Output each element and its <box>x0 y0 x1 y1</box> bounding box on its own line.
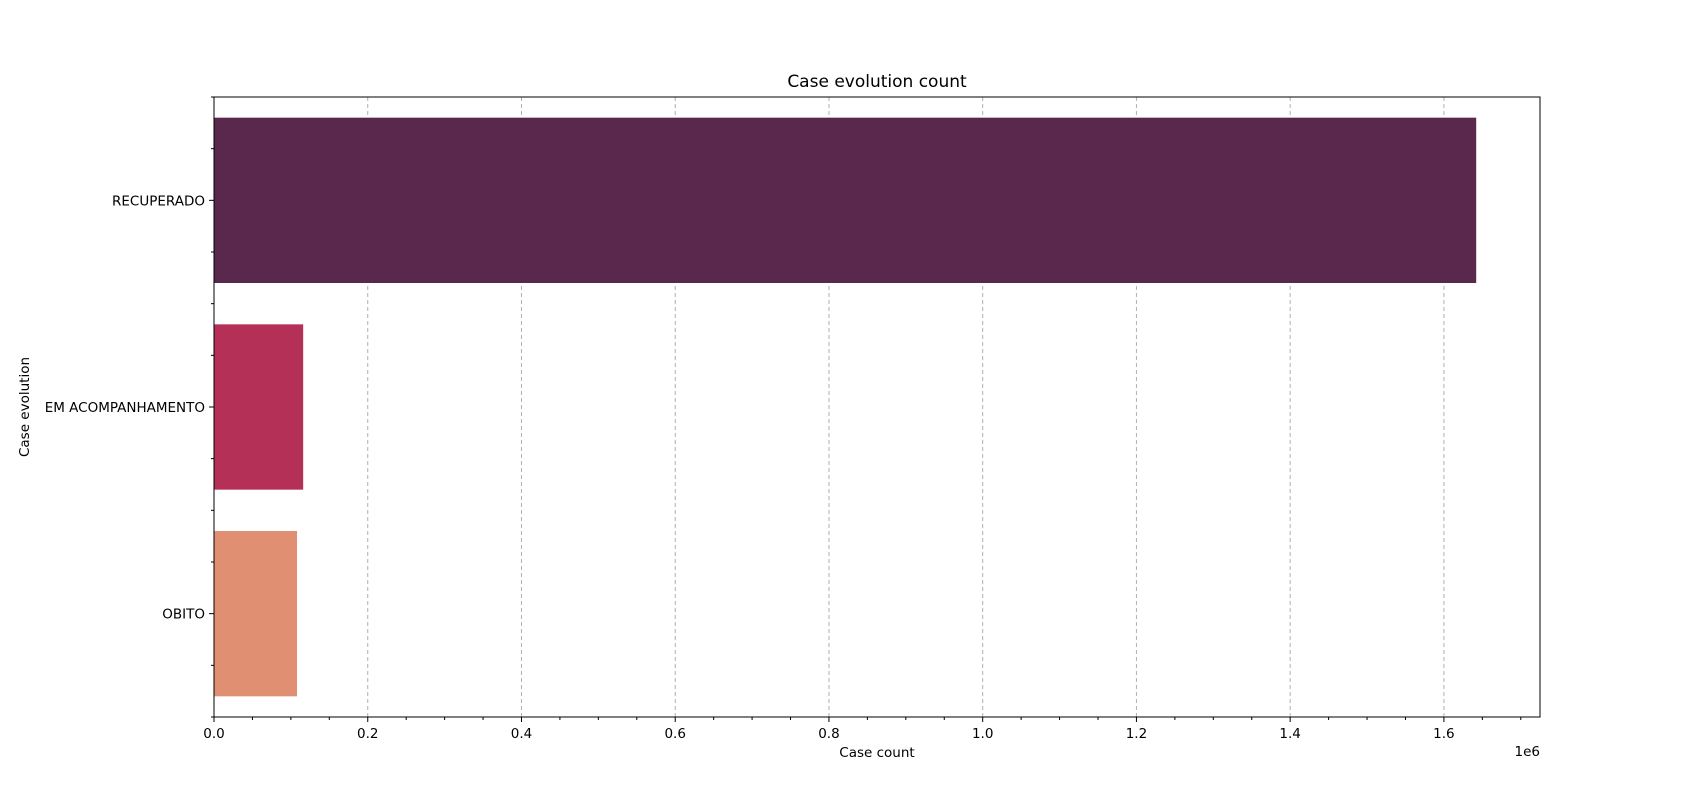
bars <box>214 117 1477 697</box>
x-tick-label: 1.4 <box>1279 726 1300 742</box>
bar-obito <box>214 531 298 697</box>
x-tick-label: 0.4 <box>511 726 532 742</box>
y-tick-label: RECUPERADO <box>112 193 205 209</box>
chart-title: Case evolution count <box>787 72 967 92</box>
bar-recuperado <box>214 117 1477 284</box>
x-axis-label: Case count <box>839 745 914 761</box>
x-tick-label: 1.6 <box>1433 726 1454 742</box>
x-tick-label: 1.0 <box>972 726 993 742</box>
x-tick-label: 0.2 <box>357 726 378 742</box>
x-axis-offset-label: 1e6 <box>1515 744 1540 760</box>
x-tick-label: 0.6 <box>664 726 685 742</box>
x-axis-ticks: 0.0 0.2 0.4 0.6 0.8 1.0 1.2 1.4 1.6 <box>203 717 1522 742</box>
x-tick-label: 1.2 <box>1126 726 1147 742</box>
y-tick-label: OBITO <box>162 607 205 623</box>
x-tick-label: 0.0 <box>203 726 224 742</box>
y-axis-label: Case evolution <box>17 357 33 457</box>
x-tick-label: 0.8 <box>818 726 839 742</box>
bar-em-acompanhamento <box>214 324 304 490</box>
grid-lines <box>367 97 1445 717</box>
y-axis-ticks: RECUPERADO EM ACOMPANHAMENTO OBITO <box>45 96 214 718</box>
y-tick-label: EM ACOMPANHAMENTO <box>45 400 205 416</box>
